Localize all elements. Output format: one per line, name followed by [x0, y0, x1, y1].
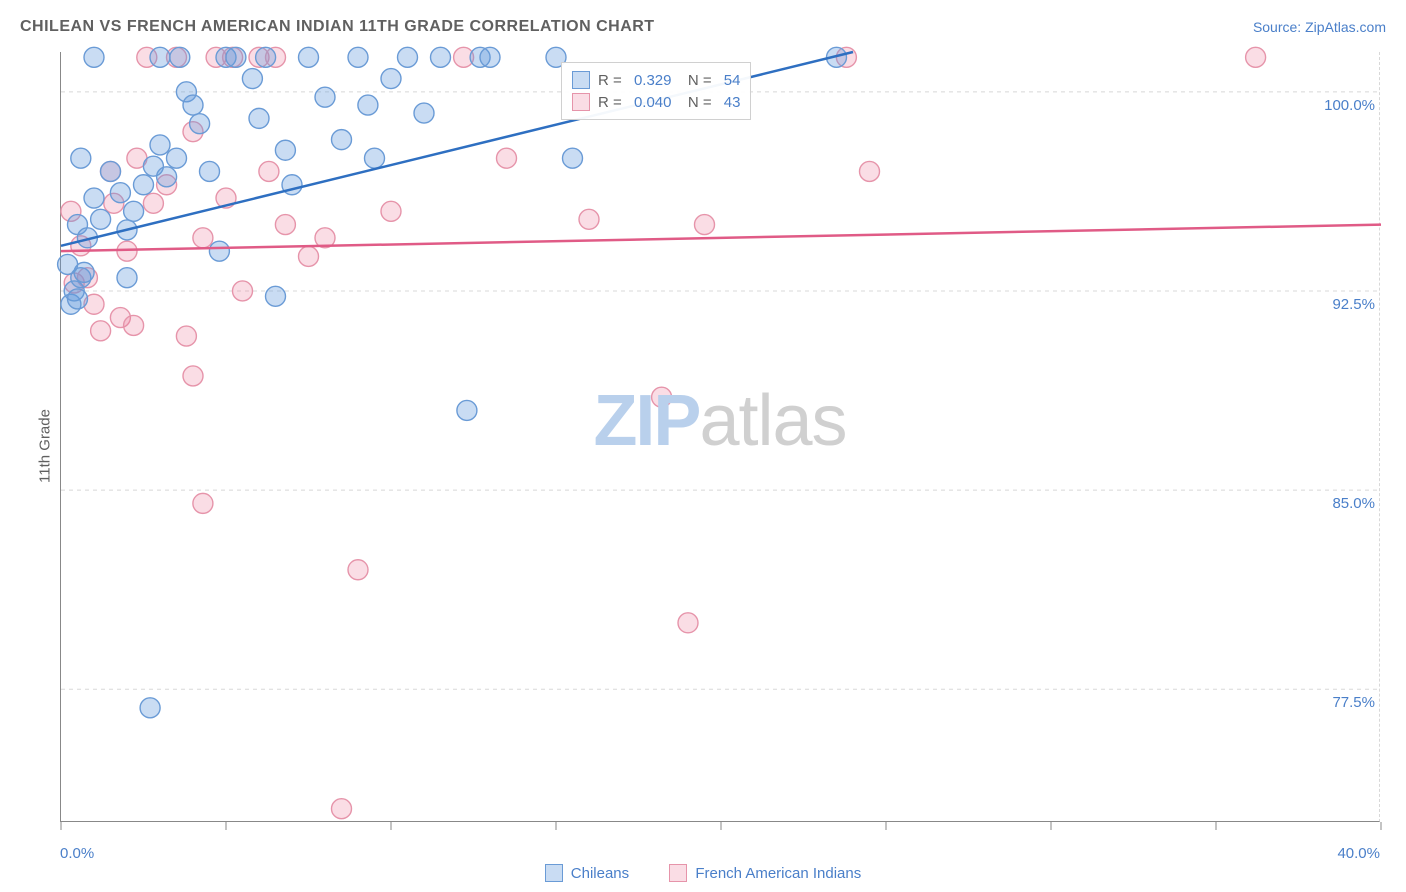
chart-title: CHILEAN VS FRENCH AMERICAN INDIAN 11TH G… — [20, 18, 655, 36]
point-a — [84, 188, 104, 208]
point-a — [84, 47, 104, 67]
point-b — [1246, 47, 1266, 67]
plot-area: 77.5%85.0%92.5%100.0% ZIPatlas R = 0.329… — [60, 52, 1380, 822]
point-a — [157, 167, 177, 187]
r-label: R = — [598, 72, 626, 89]
point-b — [652, 387, 672, 407]
point-a — [249, 108, 269, 128]
point-a — [170, 47, 190, 67]
point-b — [332, 799, 352, 819]
point-a — [256, 47, 276, 67]
legend-item-a: Chileans — [545, 864, 629, 882]
point-a — [431, 47, 451, 67]
point-b — [176, 326, 196, 346]
point-b — [695, 215, 715, 235]
point-b — [579, 209, 599, 229]
trendline-b — [61, 225, 1381, 252]
point-a — [398, 47, 418, 67]
series-legend: Chileans French American Indians — [0, 864, 1406, 886]
point-a — [183, 95, 203, 115]
stats-legend: R = 0.329 N = 54 R = 0.040 N = 43 — [561, 62, 751, 120]
point-b — [381, 201, 401, 221]
point-a — [563, 148, 583, 168]
point-b — [193, 493, 213, 513]
point-a — [91, 209, 111, 229]
point-a — [150, 47, 170, 67]
n-label: N = — [679, 94, 715, 111]
source-link[interactable]: Source: ZipAtlas.com — [1253, 19, 1386, 35]
point-b — [275, 215, 295, 235]
point-b — [124, 315, 144, 335]
r-value-a: 0.329 — [634, 72, 672, 89]
chart-container: CHILEAN VS FRENCH AMERICAN INDIAN 11TH G… — [0, 0, 1406, 892]
y-axis-label: 11th Grade — [36, 409, 53, 483]
r-value-b: 0.040 — [634, 94, 672, 111]
r-label: R = — [598, 94, 626, 111]
stats-row-a: R = 0.329 N = 54 — [572, 69, 740, 91]
point-a — [242, 69, 262, 89]
point-a — [167, 148, 187, 168]
point-a — [414, 103, 434, 123]
point-a — [315, 87, 335, 107]
svg-text:85.0%: 85.0% — [1332, 495, 1375, 512]
swatch-a — [572, 71, 590, 89]
point-a — [150, 135, 170, 155]
point-a — [358, 95, 378, 115]
point-a — [140, 698, 160, 718]
chart-svg: 77.5% 85.0% 92.5% 100.0% — [61, 52, 1381, 822]
point-b — [860, 161, 880, 181]
x-axis-min-label: 0.0% — [60, 845, 94, 862]
point-a — [365, 148, 385, 168]
svg-text:100.0%: 100.0% — [1324, 97, 1375, 114]
swatch-b — [669, 864, 687, 882]
point-a — [348, 47, 368, 67]
point-a — [124, 201, 144, 221]
point-b — [143, 193, 163, 213]
point-a — [190, 114, 210, 134]
stats-row-b: R = 0.040 N = 43 — [572, 91, 740, 113]
point-a — [58, 254, 78, 274]
point-a — [226, 47, 246, 67]
point-b — [299, 246, 319, 266]
svg-text:92.5%: 92.5% — [1332, 296, 1375, 313]
svg-text:77.5%: 77.5% — [1332, 694, 1375, 711]
header-row: CHILEAN VS FRENCH AMERICAN INDIAN 11TH G… — [20, 18, 1386, 36]
point-a — [275, 140, 295, 160]
point-a — [200, 161, 220, 181]
point-a — [117, 268, 137, 288]
point-a — [101, 161, 121, 181]
point-b — [259, 161, 279, 181]
n-value-b: 43 — [724, 94, 741, 111]
point-a — [110, 183, 130, 203]
point-a — [381, 69, 401, 89]
point-a — [209, 241, 229, 261]
legend-label-a: Chileans — [571, 865, 629, 882]
swatch-a — [545, 864, 563, 882]
point-a — [68, 289, 88, 309]
point-a — [480, 47, 500, 67]
point-a — [134, 175, 154, 195]
point-b — [193, 228, 213, 248]
n-value-a: 54 — [724, 72, 741, 89]
n-label: N = — [679, 72, 715, 89]
point-a — [266, 286, 286, 306]
point-a — [457, 400, 477, 420]
point-b — [348, 560, 368, 580]
swatch-b — [572, 93, 590, 111]
point-b — [183, 366, 203, 386]
point-b — [233, 281, 253, 301]
point-b — [678, 613, 698, 633]
legend-item-b: French American Indians — [669, 864, 861, 882]
point-b — [91, 321, 111, 341]
legend-label-b: French American Indians — [695, 865, 861, 882]
x-axis-max-label: 40.0% — [1337, 845, 1380, 862]
point-a — [71, 148, 91, 168]
point-a — [332, 130, 352, 150]
point-b — [497, 148, 517, 168]
point-a — [299, 47, 319, 67]
